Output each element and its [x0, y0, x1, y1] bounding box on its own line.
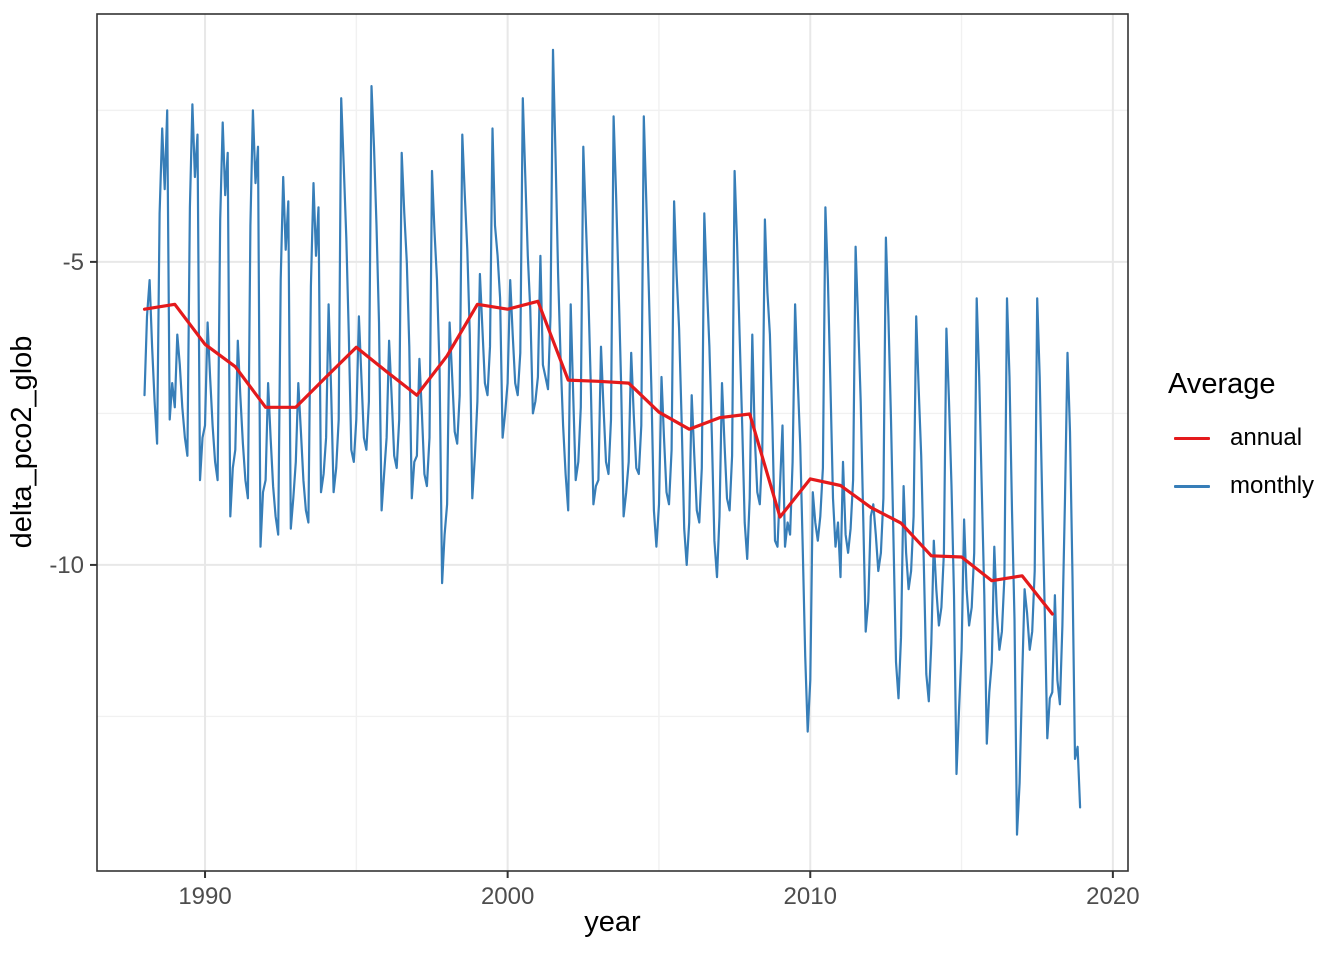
x-tick-label: 2020	[1086, 883, 1139, 910]
x-tick-label: 2010	[784, 883, 837, 910]
legend-entry-annual: annual	[1168, 423, 1314, 453]
legend-label-annual: annual	[1230, 424, 1303, 451]
x-axis-title: year	[584, 906, 641, 938]
legend: Average annual monthly	[1168, 368, 1314, 519]
y-tick-label: -5	[63, 249, 84, 276]
y-axis-title-text: delta_pco2_glob	[5, 335, 38, 549]
x-tick-label: 1990	[178, 883, 231, 910]
monthly-line-key-icon	[1174, 484, 1210, 488]
x-tick-label: 2000	[481, 883, 534, 910]
legend-title: Average	[1168, 368, 1276, 400]
annual-series-line	[142, 299, 1054, 616]
monthly-series-line	[143, 48, 1082, 836]
panel-border	[96, 13, 1129, 872]
legend-entry-monthly: monthly	[1168, 471, 1314, 501]
y-tick-label: -10	[49, 552, 84, 579]
annual-line-key-icon	[1174, 436, 1210, 440]
legend-label-monthly: monthly	[1230, 472, 1315, 499]
